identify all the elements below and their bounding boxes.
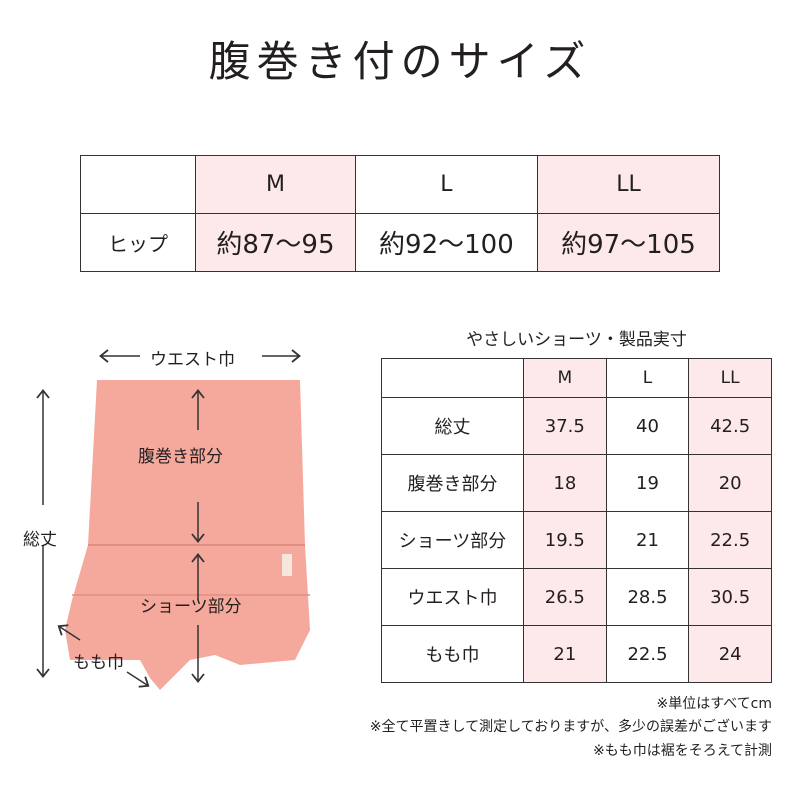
table-row: 腹巻き部分 18 19 20: [381, 454, 772, 512]
cell: 24: [688, 625, 772, 683]
hip-value-ll: 約97〜105: [536, 213, 721, 272]
garment-diagram: [36, 349, 310, 690]
cell: 20: [688, 454, 772, 512]
cell: 26.5: [523, 568, 607, 626]
note-unit: ※単位はすべてcm: [656, 696, 772, 712]
cell: 22.5: [688, 511, 772, 569]
cell: 42.5: [688, 397, 772, 455]
size-header-m: M: [523, 358, 607, 398]
cell: 40: [605, 397, 690, 455]
label-thigh: もも巾: [73, 653, 124, 673]
label-waist: ウエスト巾: [150, 350, 235, 370]
garment-tag: [282, 554, 292, 576]
size-header-ll: LL: [688, 358, 772, 398]
row-label: ショーツ部分: [381, 511, 524, 569]
row-label: ウエスト巾: [381, 568, 524, 626]
hip-value-m: 約87〜95: [195, 213, 356, 272]
cell: 22.5: [605, 625, 690, 683]
note-thigh: ※もも巾は裾をそろえて計測: [592, 743, 772, 759]
cell: 21: [523, 625, 607, 683]
page-title: 腹巻き付のサイズ: [208, 37, 592, 86]
size-header-ll: LL: [536, 155, 721, 214]
cell: 19: [605, 454, 690, 512]
size-header-l: L: [605, 358, 690, 398]
empty-cell: [381, 358, 524, 398]
cell: 19.5: [523, 511, 607, 569]
table-row: ショーツ部分 19.5 21 22.5: [381, 511, 772, 569]
size-table-caption: やさしいショーツ・製品実寸: [466, 330, 687, 350]
cell: 28.5: [605, 568, 690, 626]
cell: 37.5: [523, 397, 607, 455]
row-label: ヒップ: [80, 213, 196, 272]
note-measurement: ※全て平置きして測定しておりますが、多少の誤差がございます: [369, 719, 772, 735]
table-row: 総丈 37.5 40 42.5: [381, 397, 772, 455]
row-label: 総丈: [381, 397, 524, 455]
table-row: もも巾 21 22.5 24: [381, 625, 772, 683]
hip-value-l: 約92〜100: [354, 213, 538, 272]
empty-cell: [80, 155, 196, 214]
size-header-l: L: [354, 155, 538, 214]
garment-image: [65, 380, 310, 690]
hip-size-table: M L LL ヒップ 約87〜95 約92〜100 約97〜105: [80, 155, 721, 272]
size-header-m: M: [195, 155, 356, 214]
table-row: ウエスト巾 26.5 28.5 30.5: [381, 568, 772, 626]
label-haramaki: 腹巻き部分: [138, 447, 223, 467]
label-shorts: ショーツ部分: [140, 597, 242, 617]
cell: 18: [523, 454, 607, 512]
row-label: もも巾: [381, 625, 524, 683]
cell: 30.5: [688, 568, 772, 626]
row-label: 腹巻き部分: [381, 454, 524, 512]
cell: 21: [605, 511, 690, 569]
label-total: 総丈: [23, 530, 57, 550]
product-size-table: M L LL 総丈 37.5 40 42.5 腹巻き部分 18 19 20 ショーツ部分 19…: [381, 358, 772, 683]
